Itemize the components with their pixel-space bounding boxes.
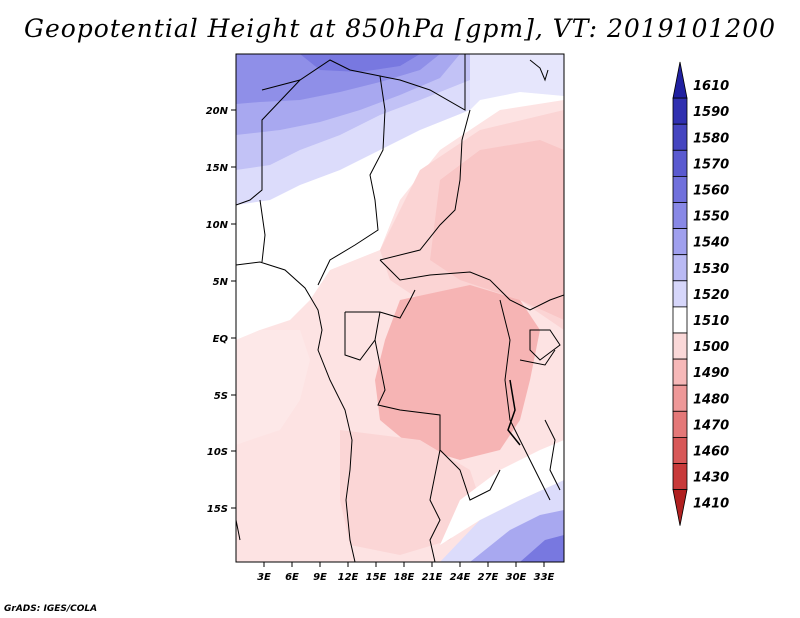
lon-tick-label: 30E bbox=[506, 572, 527, 583]
lat-tick-label: 10S bbox=[207, 447, 228, 458]
colorbar-level-label: 1570 bbox=[693, 157, 729, 172]
colorbar-swatch bbox=[672, 228, 688, 256]
lat-axis: 20N 15N 10N 5N EQ 5S 10S 15S bbox=[206, 106, 236, 515]
map-frame bbox=[235, 53, 565, 563]
colorbar-level-label: 1470 bbox=[693, 418, 729, 433]
colorbar-swatch bbox=[672, 332, 688, 360]
colorbar-level-label: 1410 bbox=[693, 497, 729, 512]
colorbar-level-label: 1580 bbox=[693, 131, 729, 146]
map-title: Geopotential Height at 850hPa [gpm], VT:… bbox=[23, 14, 777, 43]
colorbar-level-label: 1560 bbox=[693, 183, 729, 198]
colorbar-swatch bbox=[672, 358, 688, 386]
lat-tick-label: 15S bbox=[207, 504, 228, 515]
country-borders bbox=[236, 54, 564, 562]
colorbar-swatch bbox=[672, 410, 688, 438]
lon-axis: 3E 6E 9E 12E 15E 18E 21E 24E 27E 30E 33E bbox=[257, 562, 555, 583]
colorbar-level-label: 1460 bbox=[693, 444, 729, 459]
height-field bbox=[236, 54, 564, 562]
lat-tick-label: 15N bbox=[206, 163, 229, 174]
colorbar-swatch bbox=[672, 306, 688, 334]
lon-tick-label: 3E bbox=[257, 572, 271, 583]
lat-tick-label: 5S bbox=[214, 391, 228, 402]
colorbar-swatch bbox=[672, 254, 688, 282]
colorbar-level-label: 1480 bbox=[693, 392, 729, 407]
colorbar-swatch bbox=[672, 489, 688, 526]
lon-tick-label: 15E bbox=[366, 572, 387, 583]
colorbar-level-label: 1590 bbox=[693, 105, 729, 120]
colorbar-swatch bbox=[672, 280, 688, 308]
colorbar: 1610 1590 1580 1570 1560 1550 1540 1530 1520 1510… bbox=[672, 61, 729, 526]
colorbar-level-label: 1430 bbox=[693, 471, 729, 486]
colorbar-level-label: 1540 bbox=[693, 236, 729, 251]
colorbar-swatch bbox=[672, 61, 688, 99]
lon-tick-label: 21E bbox=[422, 572, 443, 583]
lon-tick-label: 12E bbox=[338, 572, 359, 583]
lat-tick-label: 10N bbox=[206, 220, 229, 231]
colorbar-swatch bbox=[672, 175, 688, 203]
colorbar-swatch bbox=[672, 97, 688, 125]
colorbar-swatch bbox=[672, 123, 688, 151]
lon-tick-label: 33E bbox=[534, 572, 555, 583]
colorbar-swatch bbox=[672, 202, 688, 230]
colorbar-level-label: 1610 bbox=[693, 79, 729, 94]
colorbar-swatch bbox=[672, 384, 688, 412]
lon-tick-label: 6E bbox=[285, 572, 299, 583]
colorbar-level-label: 1490 bbox=[693, 366, 729, 381]
lat-tick-label: 20N bbox=[206, 106, 229, 117]
lat-tick-label: 5N bbox=[213, 277, 229, 288]
lat-tick-label: EQ bbox=[213, 334, 229, 345]
colorbar-swatch bbox=[672, 149, 688, 177]
lon-tick-label: 9E bbox=[313, 572, 327, 583]
colorbar-level-label: 1510 bbox=[693, 314, 729, 329]
colorbar-swatch bbox=[672, 463, 688, 491]
lon-tick-label: 24E bbox=[450, 572, 471, 583]
colorbar-level-label: 1520 bbox=[693, 288, 729, 303]
lon-tick-label: 18E bbox=[394, 572, 415, 583]
colorbar-level-label: 1530 bbox=[693, 262, 729, 277]
credit-text: GrADS: IGES/COLA bbox=[4, 604, 98, 614]
colorbar-level-label: 1500 bbox=[693, 340, 729, 355]
colorbar-level-label: 1550 bbox=[693, 210, 729, 225]
lon-tick-label: 27E bbox=[478, 572, 499, 583]
colorbar-swatch bbox=[672, 436, 688, 464]
